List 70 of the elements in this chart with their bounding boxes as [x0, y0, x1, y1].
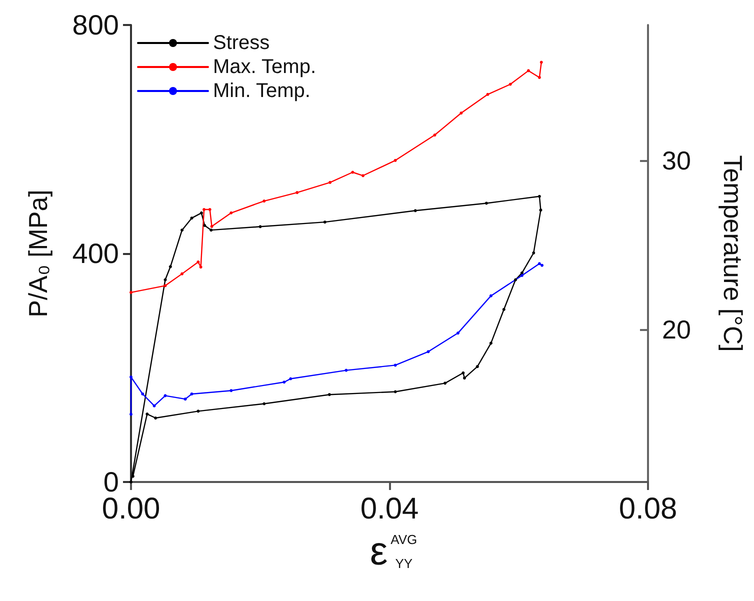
point — [344, 368, 348, 372]
point — [538, 262, 541, 266]
point — [394, 158, 397, 162]
point — [538, 194, 541, 198]
point — [462, 371, 465, 374]
y-tick-label: 800 — [72, 10, 119, 40]
point — [130, 412, 132, 416]
point — [394, 390, 397, 394]
line-series — [130, 194, 542, 484]
point — [484, 202, 488, 205]
point — [199, 266, 202, 269]
point — [526, 69, 530, 72]
point — [296, 191, 299, 194]
point — [460, 112, 463, 115]
point — [184, 398, 187, 401]
point — [520, 271, 524, 274]
point — [362, 174, 365, 178]
point — [180, 228, 184, 232]
point — [394, 364, 397, 367]
point — [351, 170, 354, 174]
x-tick-label: 0.08 — [618, 492, 678, 526]
point — [262, 200, 266, 203]
point — [456, 332, 460, 335]
point — [444, 382, 447, 385]
point — [433, 134, 436, 137]
legend-label: Min. Temp. — [213, 80, 310, 102]
point — [489, 342, 492, 345]
point — [200, 211, 203, 214]
point — [414, 209, 417, 212]
line-series — [130, 60, 543, 294]
point — [190, 392, 194, 396]
point — [210, 228, 213, 232]
point — [489, 294, 492, 298]
point — [532, 251, 536, 254]
y2-tick-label: 20 — [662, 314, 691, 345]
point — [190, 216, 194, 220]
y2-tick-label: 30 — [662, 145, 691, 176]
y-axis-title: P/A₀ [MPa] — [23, 190, 53, 318]
point — [540, 264, 544, 267]
point — [168, 265, 172, 268]
point — [328, 393, 331, 396]
point — [210, 224, 214, 228]
legend-label: Stress — [213, 32, 270, 54]
point — [323, 220, 326, 224]
x-tick-label: 0.04 — [360, 492, 419, 526]
point — [130, 290, 132, 294]
point — [262, 402, 266, 406]
legend-label: Max. Temp. — [213, 56, 316, 78]
point — [180, 272, 184, 276]
point — [196, 410, 200, 413]
point — [258, 225, 262, 228]
point — [141, 392, 144, 396]
point — [203, 224, 206, 228]
point — [230, 211, 233, 214]
point — [476, 365, 479, 368]
point — [164, 278, 167, 282]
point — [538, 76, 541, 79]
point — [486, 92, 490, 96]
point — [328, 180, 332, 184]
y2-axis-title: Temperature [°C] — [718, 155, 748, 352]
point — [282, 380, 286, 384]
point — [502, 308, 506, 311]
point — [539, 208, 542, 212]
point — [230, 389, 233, 392]
point — [196, 260, 200, 264]
y-tick-label: 400 — [72, 238, 119, 269]
point — [146, 412, 149, 416]
point — [426, 350, 430, 354]
point — [514, 278, 518, 282]
point — [289, 377, 292, 380]
